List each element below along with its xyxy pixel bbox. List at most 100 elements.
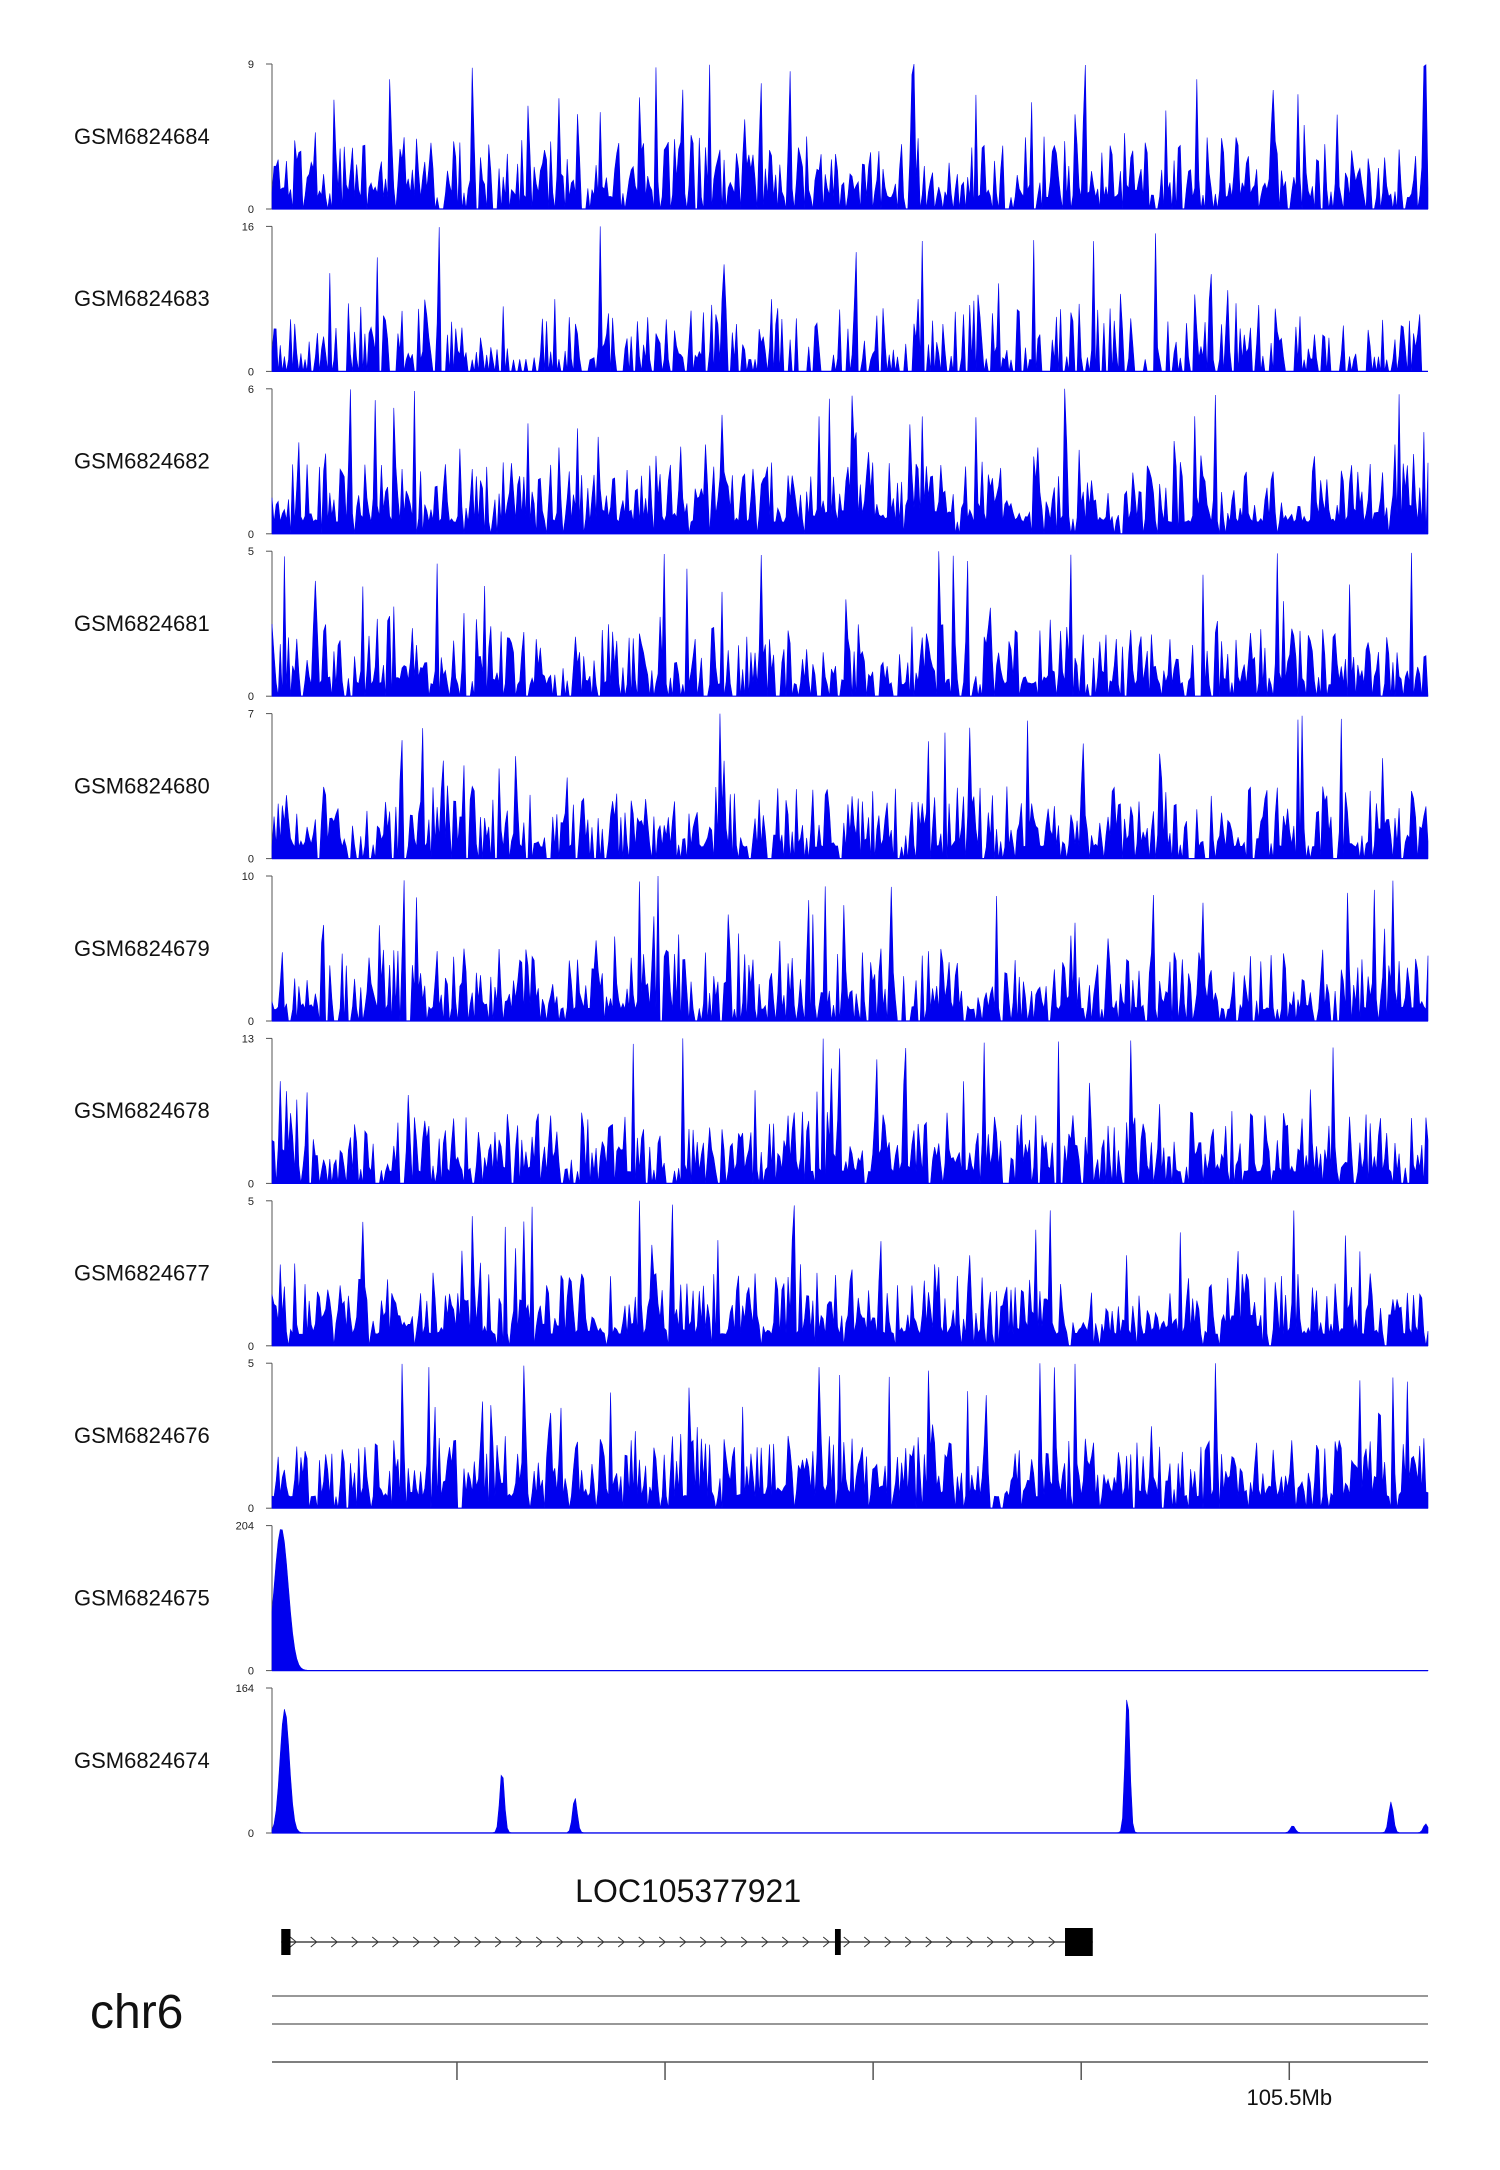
position-tick-label: 105.5Mb	[1246, 2085, 1332, 2110]
y-min-label: 0	[248, 1828, 254, 1840]
strand-arrow	[515, 1936, 523, 1948]
y-min-label: 0	[248, 1666, 254, 1678]
track-GSM6824679: GSM6824679 10 0	[74, 871, 1429, 1028]
track-GSM6824676: GSM6824676 5 0	[74, 1358, 1429, 1515]
track-GSM6824677: GSM6824677 5 0	[74, 1196, 1429, 1353]
strand-arrow	[330, 1936, 339, 1948]
track-label: GSM6824679	[74, 936, 210, 961]
strand-arrow	[843, 1936, 851, 1948]
y-max-label: 10	[242, 871, 254, 883]
strand-arrow	[494, 1936, 503, 1948]
signal-area	[271, 226, 1428, 372]
y-max-label: 9	[248, 59, 254, 71]
y-max-label: 5	[248, 1196, 254, 1208]
gene-model	[281, 1928, 1093, 1956]
signal-area	[271, 1363, 1429, 1509]
strand-arrow	[392, 1936, 400, 1948]
strand-arrow	[822, 1936, 831, 1948]
strand-arrow	[658, 1936, 667, 1948]
strand-arrow	[371, 1936, 380, 1948]
strand-arrow	[740, 1936, 749, 1948]
strand-arrow	[1007, 1936, 1015, 1948]
strand-arrow	[802, 1936, 810, 1948]
y-min-label: 0	[248, 1016, 254, 1028]
strand-arrow	[720, 1936, 728, 1948]
exon-block	[281, 1929, 291, 1955]
exon-block	[1065, 1928, 1093, 1956]
strand-arrow	[289, 1936, 298, 1948]
strand-arrow	[1048, 1936, 1056, 1948]
strand-arrow	[617, 1936, 626, 1948]
track-label: GSM6824678	[74, 1098, 210, 1123]
track-GSM6824682: GSM6824682 6 0	[74, 384, 1429, 541]
signal-area	[271, 63, 1429, 210]
y-min-label: 0	[248, 366, 254, 378]
y-max-label: 5	[248, 1358, 254, 1370]
y-max-label: 6	[248, 384, 254, 396]
y-min-label: 0	[248, 204, 254, 216]
track-label: GSM6824676	[74, 1423, 210, 1448]
strand-arrow	[966, 1936, 974, 1948]
y-min-label: 0	[248, 529, 254, 541]
exon-block	[834, 1929, 841, 1955]
strand-arrow	[884, 1936, 892, 1948]
track-GSM6824680: GSM6824680 7 0	[74, 709, 1429, 866]
track-GSM6824678: GSM6824678 13 0	[74, 1033, 1429, 1190]
y-max-label: 7	[248, 709, 254, 721]
gene-name-label: LOC105377921	[575, 1873, 801, 1909]
strand-arrow	[535, 1936, 544, 1948]
signal-area	[271, 1529, 1429, 1671]
strand-arrow	[597, 1936, 605, 1948]
strand-arrow	[761, 1936, 769, 1948]
track-label: GSM6824675	[74, 1585, 210, 1610]
chromosome-axis: chr6 105.5Mb	[90, 1986, 1428, 2110]
strand-arrow	[925, 1936, 933, 1948]
signal-area	[271, 1200, 1429, 1347]
y-min-label: 0	[248, 1503, 254, 1515]
strand-arrow	[556, 1936, 564, 1948]
strand-arrow	[433, 1936, 441, 1948]
strand-arrow	[412, 1936, 421, 1948]
strand-arrow	[904, 1936, 913, 1948]
strand-arrow	[576, 1936, 585, 1948]
y-max-label: 13	[242, 1033, 254, 1045]
signal-area	[271, 388, 1429, 535]
signal-area	[271, 875, 1429, 1022]
signal-area	[271, 1699, 1429, 1834]
track-GSM6824683: GSM6824683 16 0	[74, 221, 1428, 378]
signal-tracks: GSM682468490GSM6824683160GSM682468260GSM…	[74, 59, 1429, 1840]
strand-arrow	[945, 1936, 954, 1948]
y-max-label: 5	[248, 546, 254, 558]
track-GSM6824684: GSM6824684 9 0	[74, 59, 1429, 216]
y-max-label: 16	[242, 221, 254, 233]
strand-arrow	[781, 1936, 790, 1948]
y-max-label: 204	[236, 1521, 254, 1533]
strand-arrow	[679, 1936, 687, 1948]
strand-arrow	[453, 1936, 462, 1948]
track-label: GSM6824681	[74, 611, 210, 636]
y-min-label: 0	[248, 1178, 254, 1190]
y-min-label: 0	[248, 1341, 254, 1353]
track-label: GSM6824677	[74, 1261, 210, 1286]
track-label: GSM6824683	[74, 286, 210, 311]
signal-area	[271, 551, 1429, 697]
track-label: GSM6824682	[74, 449, 210, 474]
track-label: GSM6824684	[74, 124, 210, 149]
track-label: GSM6824674	[74, 1748, 210, 1773]
signal-area	[271, 713, 1429, 859]
chromosome-label: chr6	[90, 1986, 183, 2039]
track-GSM6824675: GSM6824675 204 0	[74, 1521, 1429, 1678]
y-min-label: 0	[248, 691, 254, 703]
strand-arrow	[986, 1936, 995, 1948]
strand-arrow	[351, 1936, 359, 1948]
strand-arrow	[1027, 1936, 1036, 1948]
track-GSM6824681: GSM6824681 5 0	[74, 546, 1429, 703]
strand-arrow	[310, 1936, 318, 1948]
signal-area	[271, 1038, 1429, 1184]
axis-lines	[272, 1995, 1428, 2080]
strand-arrow	[474, 1936, 482, 1948]
track-GSM6824674: GSM6824674 164 0	[74, 1683, 1429, 1840]
strand-arrow	[638, 1936, 646, 1948]
gene-track: LOC105377921	[281, 1873, 1093, 1956]
